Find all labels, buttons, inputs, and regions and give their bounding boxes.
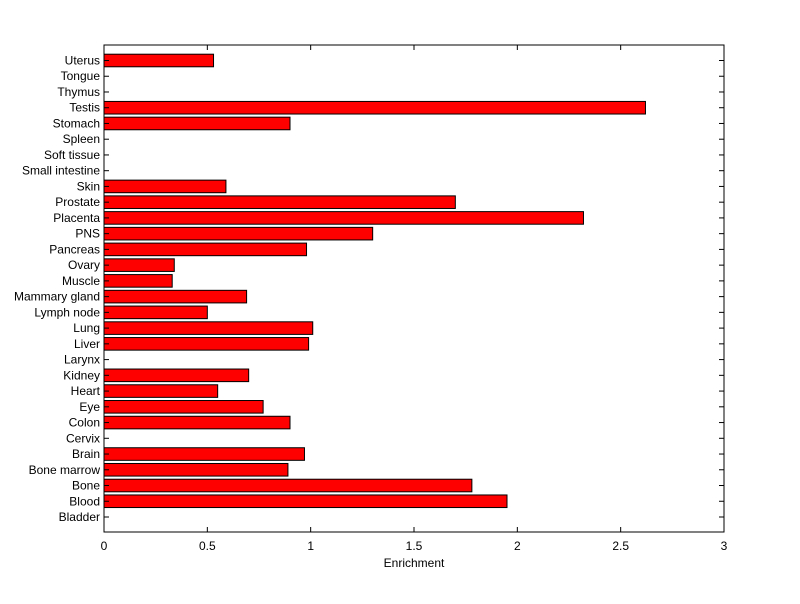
y-tick-label: Soft tissue [44,148,100,162]
bar-blood [103,494,508,509]
y-tick-label: Blood [69,494,100,508]
y-tick-label: Bladder [59,510,100,524]
x-axis-label: Enrichment [384,556,445,570]
bar-colon [103,415,291,430]
y-tick-label: Uterus [65,54,100,68]
y-tick-label: Eye [79,400,100,414]
bar-ovary [103,258,175,272]
bar-lymph-node [103,305,208,320]
bar-stomach [103,116,291,131]
y-tick-label: Larynx [64,353,100,367]
bar-uterus [103,53,215,68]
bar-placenta [103,211,584,225]
x-tick-label: 1.5 [406,539,423,553]
y-tick-label: Lymph node [34,305,100,319]
bar-muscle [103,274,173,288]
y-tick-label: Spleen [63,132,100,146]
plot-frame [103,44,725,533]
bar-bone [103,478,473,493]
y-tick-label: Ovary [68,258,100,272]
y-tick-label: Skin [77,179,100,193]
bar-mammary-gland [103,289,248,304]
x-tick-label: 1 [307,539,314,553]
x-tick-label: 2.5 [612,539,629,553]
y-tick-label: Thymus [57,85,100,99]
y-tick-label: Small intestine [22,164,100,178]
y-tick-label: Pancreas [49,242,100,256]
y-tick-label: Stomach [53,116,100,130]
bar-pns [103,226,374,241]
y-tick-label: Placenta [53,211,100,225]
y-tick-label: Cervix [66,431,100,445]
x-tick-label: 2 [514,539,521,553]
y-tick-label: Bone marrow [29,463,101,477]
y-tick-label: Lung [73,321,100,335]
y-tick-label: Mammary gland [14,290,100,304]
bar-kidney [103,368,250,383]
bar-lung [103,321,314,335]
bar-pancreas [103,242,308,257]
y-tick-label: Liver [74,337,100,351]
x-tick-label: 3 [721,539,728,553]
y-tick-label: Prostate [55,195,100,209]
bar-heart [103,384,219,398]
y-tick-label: Brain [72,447,100,461]
y-tick-label: Colon [69,416,100,430]
y-tick-label: Tongue [61,69,101,83]
x-tick-label: 0.5 [199,539,216,553]
x-tick-label: 0 [101,539,108,553]
y-tick-label: Bone [72,479,100,493]
bar-skin [103,179,227,194]
y-tick-label: Heart [71,384,101,398]
bar-testis [103,100,646,115]
y-tick-label: PNS [75,227,100,241]
y-tick-label: Testis [69,101,100,115]
y-tick-label: Muscle [62,274,100,288]
bar-bone-marrow [103,462,289,477]
bar-prostate [103,195,456,209]
bar-brain [103,447,305,461]
bar-liver [103,337,310,351]
bar-eye [103,400,264,414]
y-tick-label: Kidney [63,368,100,382]
